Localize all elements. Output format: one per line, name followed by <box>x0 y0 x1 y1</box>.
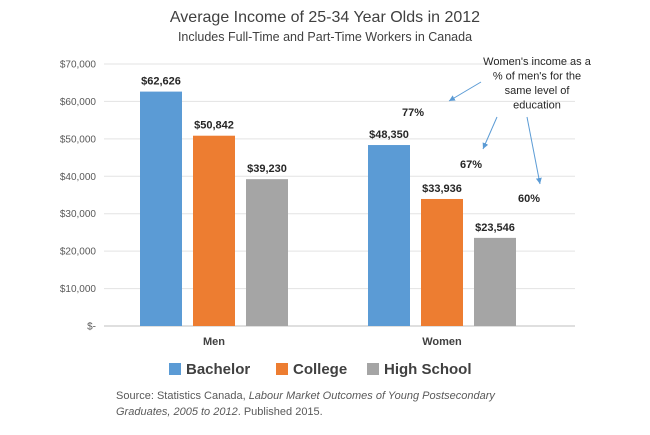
bar-high-school-women <box>474 237 516 326</box>
y-tick-label: $50,000 <box>60 134 97 145</box>
y-tick-label: $30,000 <box>60 209 97 220</box>
data-label: $23,546 <box>475 222 515 234</box>
legend-label: Bachelor <box>186 361 250 378</box>
source-prefix: Source: Statistics Canada, <box>116 390 249 402</box>
annotation-line: education <box>513 100 561 112</box>
legend-label: High School <box>384 361 472 378</box>
x-tick-label: Men <box>203 336 225 348</box>
annotation: Women's income as a % of men's for the sam… <box>402 56 592 205</box>
bar-bachelor-women <box>368 145 410 326</box>
y-tick-label: $60,000 <box>60 97 97 108</box>
bar-college-women <box>421 198 463 326</box>
percentage-label: 60% <box>518 193 540 205</box>
y-tick-label: $20,000 <box>60 247 97 258</box>
source-suffix: . Published 2015. <box>237 406 323 418</box>
annotation-line: same level of <box>505 85 571 97</box>
annotation-line: % of men's for the <box>493 71 581 83</box>
data-label: $33,936 <box>422 183 462 195</box>
annotation-arrow <box>482 116 498 150</box>
percentage-label: 77% <box>402 107 424 119</box>
annotation-line: Women's income as a <box>483 56 592 68</box>
y-axis-ticks: $- $10,000 $20,000 $30,000 $40,000 $50,000 $60… <box>60 60 97 333</box>
data-label: $62,626 <box>141 76 181 88</box>
legend-swatch <box>367 363 379 375</box>
source-title: Labour Market Outcomes of Young Postseco… <box>116 390 495 418</box>
bars: $62,626 $50,842 $39,230 $48,350 $33,936 $23,5… <box>140 76 516 327</box>
bar-high-school-men <box>246 179 288 326</box>
x-axis-ticks: Men Women <box>203 336 462 348</box>
y-tick-label: $40,000 <box>60 172 97 183</box>
legend: Bachelor College High School <box>169 361 472 378</box>
legend-swatch <box>169 363 181 375</box>
chart-title: Average Income of 25-34 Year Olds in 201… <box>170 9 480 26</box>
percentage-label: 67% <box>460 159 482 171</box>
chart-subtitle: Includes Full-Time and Part-Time Workers… <box>178 30 472 44</box>
source-note: Source: Statistics Canada, Labour Market… <box>116 388 536 420</box>
y-tick-label: $10,000 <box>60 284 97 295</box>
gridlines <box>104 63 575 327</box>
annotation-arrow <box>526 116 542 185</box>
data-label: $48,350 <box>369 129 409 141</box>
x-tick-label: Women <box>422 336 462 348</box>
bar-college-men <box>193 135 235 326</box>
legend-label: College <box>293 361 347 378</box>
data-label: $50,842 <box>194 120 234 132</box>
data-label: $39,230 <box>247 163 287 175</box>
annotation-arrow <box>448 81 482 102</box>
bar-bachelor-men <box>140 91 182 327</box>
y-tick-label: $- <box>87 322 96 333</box>
legend-swatch <box>276 363 288 375</box>
y-tick-label: $70,000 <box>60 60 97 71</box>
